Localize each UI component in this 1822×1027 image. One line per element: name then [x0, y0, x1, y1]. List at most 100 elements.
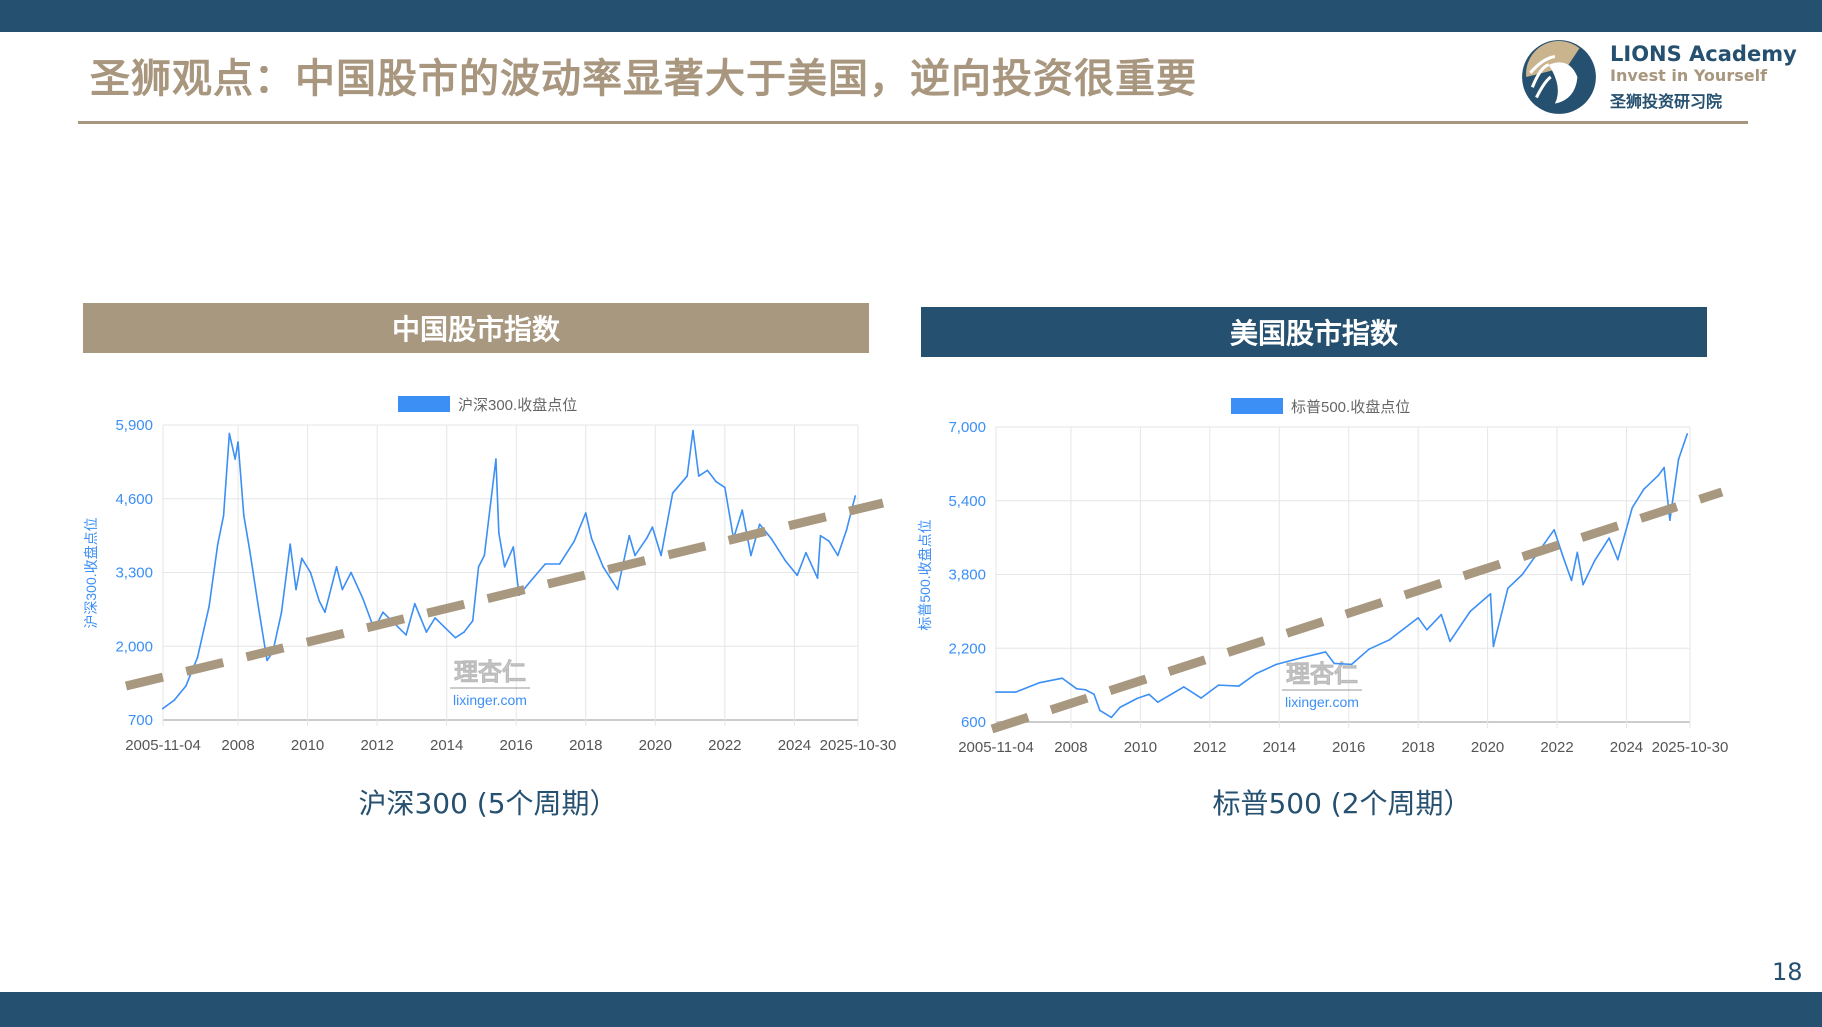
watermark-logo: 理杏仁: [454, 658, 526, 686]
data-point: [300, 557, 303, 560]
data-point: [471, 619, 474, 622]
data-point: [414, 602, 416, 605]
data-point: [1417, 617, 1419, 619]
data-point: [425, 631, 428, 633]
x-tick-label: 2008: [1054, 739, 1087, 756]
data-point: [361, 597, 364, 599]
data-point: [573, 540, 575, 543]
data-point: [994, 691, 997, 693]
data-point: [442, 625, 445, 628]
data-point: [819, 534, 822, 537]
trend-line: [124, 498, 885, 691]
x-tick-label: 2012: [360, 737, 393, 754]
data-point: [1275, 663, 1278, 666]
x-tick-label: 2022: [1540, 739, 1573, 756]
data-point: [1469, 610, 1472, 613]
data-point: [1350, 663, 1353, 666]
data-point: [257, 605, 260, 608]
y-tick-label: 700: [128, 712, 153, 729]
legend-swatch: [1231, 398, 1283, 414]
data-point: [1084, 688, 1087, 691]
x-tick-label: 2008: [221, 737, 254, 754]
data-point: [686, 475, 688, 477]
data-point: [1110, 716, 1113, 719]
data-point: [616, 588, 619, 591]
y-axis-label: 沪深300.收盘点位: [83, 517, 99, 628]
data-point: [1669, 519, 1671, 521]
data-point: [222, 514, 225, 517]
data-point: [335, 566, 338, 568]
data-point: [706, 469, 709, 472]
data-point: [1521, 573, 1524, 576]
x-tick-label: 2014: [430, 737, 463, 754]
data-point: [1237, 685, 1240, 687]
data-point: [1426, 629, 1428, 631]
data-point: [266, 659, 268, 662]
data-point: [434, 617, 436, 619]
x-tick-label: 2012: [1193, 739, 1226, 756]
watermark-url: lixinger.com: [1285, 694, 1359, 710]
data-point: [805, 551, 807, 554]
data-point: [1562, 555, 1564, 557]
data-point: [498, 531, 500, 534]
us-caption: 标普500 (2个周期）: [1212, 787, 1472, 820]
y-tick-label: 3,300: [115, 565, 153, 582]
data-point: [1576, 551, 1579, 554]
data-point: [750, 554, 752, 557]
data-point: [295, 588, 297, 591]
data-point: [1492, 645, 1495, 648]
watermark-logo: 理杏仁: [1286, 660, 1358, 688]
logo-cn-name: 圣狮投资研习院: [1610, 92, 1723, 111]
data-point: [1616, 558, 1619, 561]
logo-tagline: Invest in Yourself: [1610, 66, 1768, 85]
data-point: [741, 509, 744, 511]
data-point: [529, 580, 532, 582]
page-number: 18: [1772, 958, 1803, 986]
x-tick-label: 2020: [1471, 739, 1504, 756]
data-point: [1368, 648, 1370, 650]
data-point: [1657, 474, 1660, 477]
data-point: [1570, 579, 1573, 582]
data-point: [1015, 691, 1017, 693]
data-point: [477, 566, 480, 568]
data-point: [483, 554, 486, 557]
y-tick-label: 4,600: [115, 491, 153, 508]
data-point: [318, 600, 320, 602]
data-point: [1388, 639, 1391, 641]
data-point: [837, 554, 839, 557]
data-point: [463, 631, 465, 633]
lion-logo-icon: [1522, 40, 1596, 114]
y-tick-label: 2,000: [115, 638, 153, 655]
data-point: [796, 574, 799, 577]
page-title: 圣狮观点：中国股市的波动率显著大于美国，逆向投资很重要: [90, 56, 1197, 102]
data-point: [558, 563, 561, 565]
data-point: [590, 537, 593, 540]
y-axis-label: 标普500.收盘点位: [917, 519, 933, 630]
data-point: [1255, 672, 1257, 675]
data-point: [692, 429, 694, 432]
data-point: [1061, 677, 1064, 680]
data-point: [544, 563, 546, 565]
x-tick-label: 2016: [500, 737, 533, 754]
data-point: [784, 560, 787, 562]
legend-label: 标普500.收盘点位: [1291, 398, 1410, 416]
data-point: [1156, 701, 1159, 703]
trend-line: [990, 487, 1724, 734]
legend-label: 沪深300.收盘点位: [458, 396, 577, 414]
data-point: [724, 486, 726, 489]
data-point: [697, 475, 700, 477]
x-tick-label: 2016: [1332, 739, 1365, 756]
data-point: [1677, 458, 1680, 461]
data-point: [1608, 537, 1610, 539]
x-tick-label: 2022: [708, 737, 741, 754]
data-point: [816, 577, 819, 579]
data-point: [237, 441, 239, 443]
data-point: [350, 571, 352, 574]
logo-name: LIONS Academy: [1610, 42, 1797, 66]
data-point: [1148, 693, 1150, 696]
data-point: [645, 537, 648, 540]
csi300-chart: 沪深300.收盘点位 沪深300.收盘点位 700 2,000 3,300 4,600…: [83, 396, 896, 754]
data-point: [1119, 706, 1121, 709]
x-tick-label: 2024: [778, 737, 811, 754]
